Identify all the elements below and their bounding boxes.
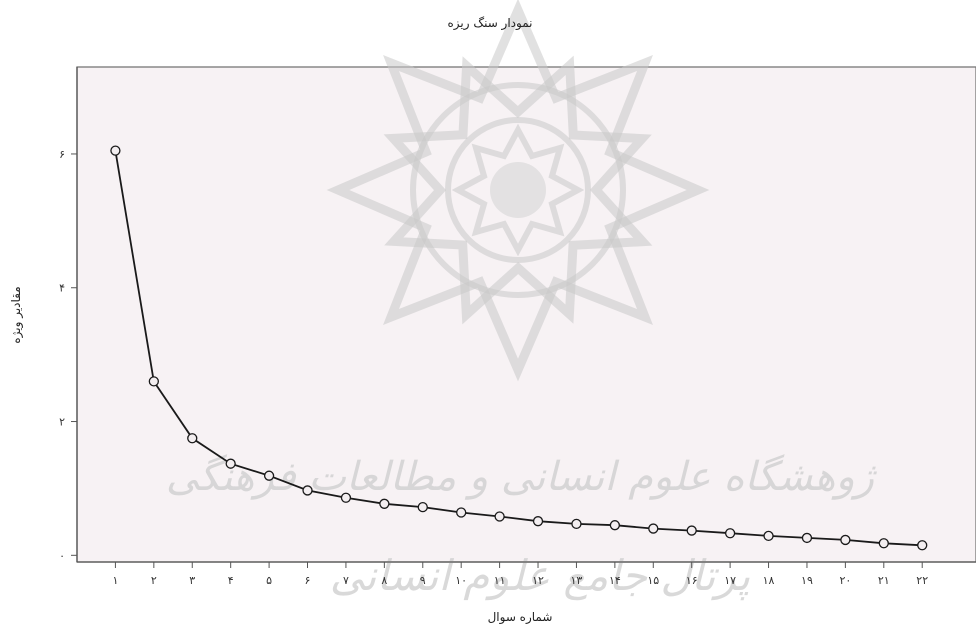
data-point [571,518,582,530]
data-point [263,470,275,481]
x-tick-label: ۱۹ [801,574,813,587]
data-point [340,492,352,503]
data-point [763,530,774,542]
x-tick-label: ۹ [420,574,426,587]
x-tick-label: ۲۰ [839,574,851,587]
x-tick-label: ۱۵ [647,574,659,587]
data-point [724,528,736,539]
series-markers [110,145,928,551]
chart-title: نمودار سنگ ریزه [447,16,532,31]
x-tick-label: ۷ [343,574,349,587]
y-axis-label: مقادیر ویژه [9,286,24,343]
x-tick-label: ۱۰ [455,574,467,587]
watermark-line-1: ژوهشگاه علوم انسانی و مطالعات فرهنگی [166,454,878,500]
data-point [686,525,697,536]
data-point [609,520,621,531]
data-point [917,540,928,551]
x-tick-label: ۸ [381,574,387,587]
data-point [801,532,813,544]
y-tick-label: ۲ [59,416,65,429]
data-point [187,433,198,444]
x-tick-label: ۵ [266,574,272,587]
data-point [456,507,467,518]
x-tick-label: ۱۱ [494,574,506,587]
data-point [532,516,544,527]
x-tick-label: ۲ [151,574,157,587]
x-tick-label: ۱۷ [724,574,736,587]
data-point [148,376,159,387]
data-point [225,458,236,469]
data-point [379,498,390,509]
data-point [878,538,889,549]
data-point [417,501,428,513]
data-point [840,534,851,546]
x-tick-label: ۱۳ [571,574,583,587]
x-axis-ticks: ۱ ۲ ۳ ۴ ۵ ۶ ۷ ۸ ۹ ۱۰ ۱۱ ۱۲ ۱۳ ۱۴ ۱۵ ۱۶ ۱۷ ۱۸ ۱۹ ۲۰ ۲۱ ۲۲ [112,562,928,587]
watermark-rosette [326,0,710,382]
x-tick-label: ۲۱ [878,574,890,587]
y-axis-ticks: ۰ ۲ ۴ ۶ [59,148,77,562]
x-tick-label: ۴ [228,574,234,587]
x-axis-label: شماره سوال [488,610,553,625]
y-tick-label: ۰ [59,549,65,562]
x-tick-label: ۱ [112,574,118,587]
data-point [110,145,121,156]
x-tick-label: ۶ [305,574,311,587]
series-line [114,150,923,547]
x-tick-label: ۳ [189,574,195,587]
watermark-line-2: پرتال جامع علوم انسانی [330,551,751,601]
x-tick-label: ۱۴ [609,574,621,587]
y-tick-label: ۴ [59,282,65,295]
data-point [648,523,659,534]
data-point [494,511,505,522]
x-tick-label: ۱۶ [686,574,698,587]
x-tick-label: ۱۸ [763,574,775,587]
data-point [302,485,313,496]
y-tick-label: ۶ [59,148,65,161]
x-tick-label: ۱۲ [532,574,544,587]
x-tick-label: ۲۲ [916,574,928,587]
